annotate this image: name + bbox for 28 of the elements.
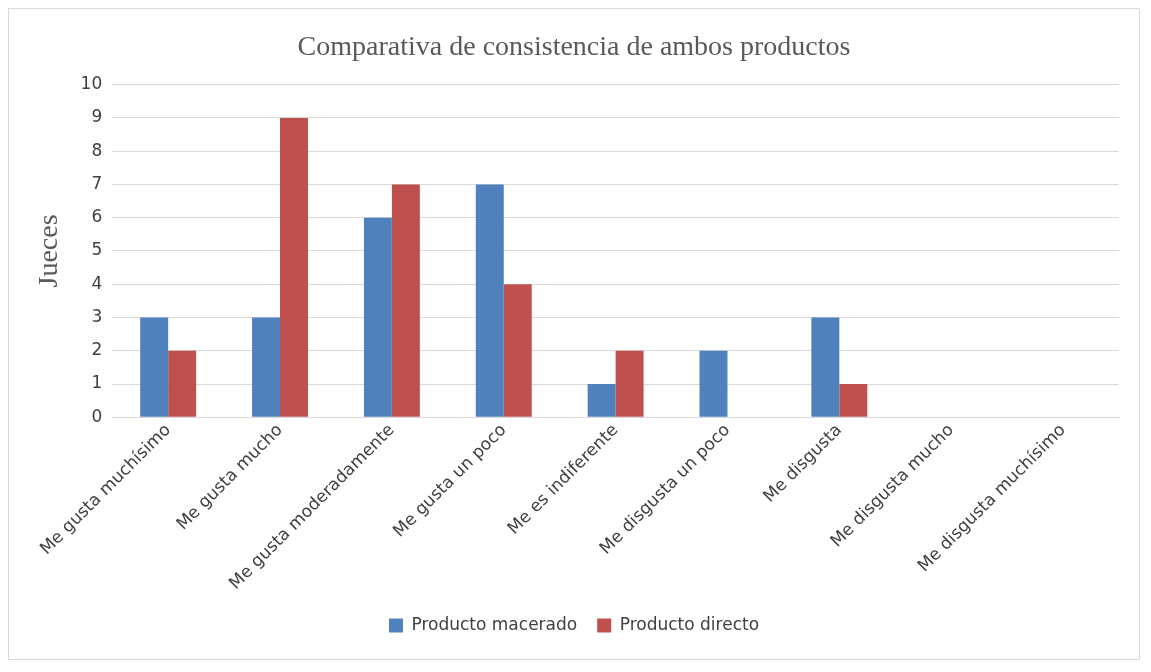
chart-title: Comparativa de consistencia de ambos productos	[297, 30, 851, 62]
legend-label: Producto macerado	[411, 613, 578, 634]
bar	[280, 117, 308, 417]
legend-label: Producto directo	[619, 613, 760, 634]
bar	[811, 317, 840, 417]
y-tick-label: 0	[91, 405, 103, 426]
y-tick-label: 2	[91, 339, 103, 360]
y-axis-title: Jueces	[32, 214, 64, 288]
bar	[587, 384, 616, 417]
y-tick-label: 8	[91, 139, 103, 160]
bar	[699, 350, 728, 417]
bar	[839, 384, 868, 417]
y-tick-label: 10	[80, 73, 103, 94]
y-tick-label: 3	[91, 305, 103, 326]
bar	[475, 184, 504, 417]
y-tick-label: 9	[91, 106, 103, 127]
y-tick-label: 4	[91, 272, 103, 293]
y-tick-label: 5	[91, 239, 103, 260]
bar	[391, 184, 420, 417]
bar	[615, 350, 644, 417]
bar	[140, 317, 169, 417]
bar	[503, 284, 532, 417]
y-tick-label: 7	[91, 172, 103, 193]
y-tick-label: 6	[91, 206, 103, 227]
bar	[252, 317, 281, 417]
bar	[168, 350, 197, 417]
y-tick-label: 1	[91, 372, 103, 393]
bar	[363, 217, 392, 417]
